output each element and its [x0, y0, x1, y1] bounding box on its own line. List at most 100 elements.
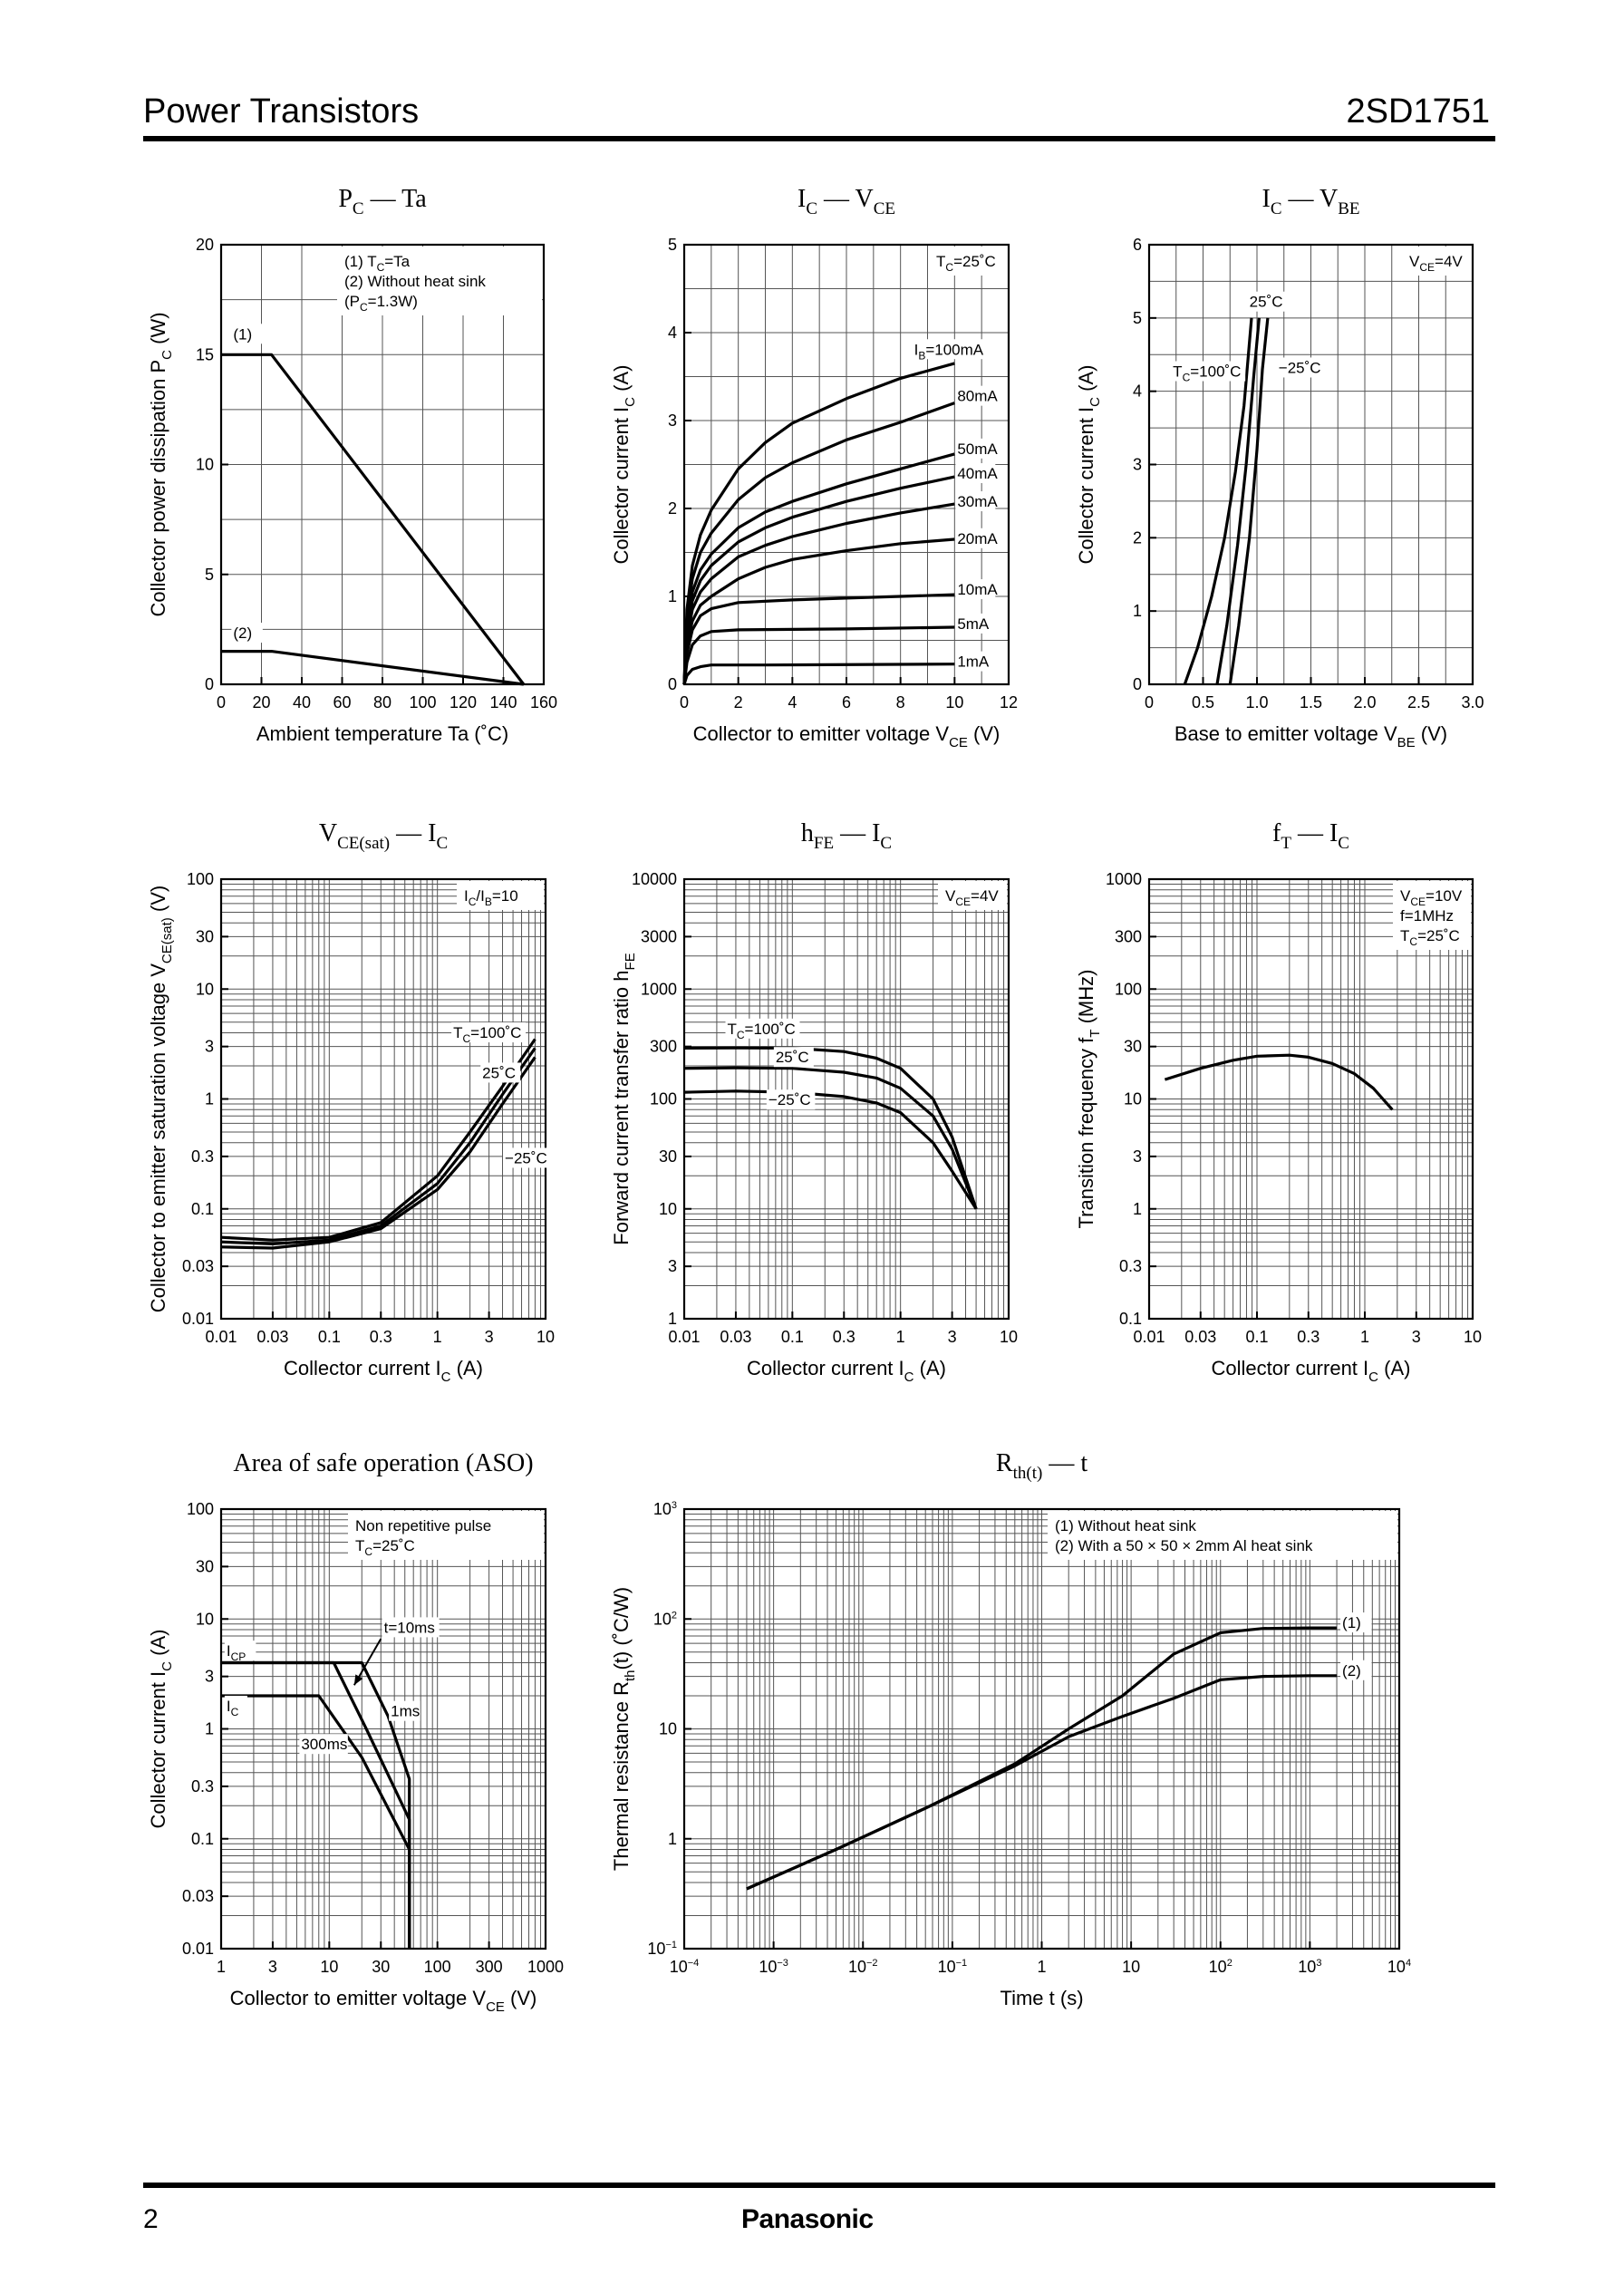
data-label-bg — [382, 1617, 440, 1638]
data-label-bg — [1340, 1660, 1372, 1680]
x-tick-label: 300 — [476, 1958, 503, 1976]
y-tick-label: 1000 — [1106, 870, 1142, 888]
data-label: 25˚C — [1250, 294, 1283, 311]
data-label: 1ms — [391, 1703, 420, 1720]
x-tick-label: 1000 — [527, 1958, 564, 1976]
y-tick-label: 3000 — [641, 927, 677, 945]
series-line — [221, 353, 526, 685]
legend-box — [1402, 247, 1471, 276]
y-tick-label: 10 — [1124, 1090, 1142, 1108]
data-label-bg — [955, 613, 987, 634]
y-tick-label: 1 — [1133, 1200, 1142, 1218]
x-tick-label: 10−4​ — [670, 1958, 700, 1976]
series-line — [683, 1066, 978, 1210]
legend-text: (1) Without heat sink — [1055, 1517, 1196, 1534]
x-tick-label: 102​ — [1209, 1958, 1232, 1976]
data-label-bg — [451, 1022, 527, 1043]
data-label-bg — [955, 438, 996, 459]
y-tick-label: 300 — [650, 1038, 677, 1056]
data-label: −25˚C — [505, 1149, 547, 1166]
legend-text: VCE​=4V — [1409, 253, 1463, 274]
x-tick-label: 140 — [489, 693, 517, 711]
legend-box — [938, 881, 1007, 910]
y-tick-label: 100 — [1115, 980, 1142, 998]
data-label: −25˚C — [768, 1091, 811, 1108]
data-label: (1) — [233, 325, 252, 343]
y-tick-label: 30 — [196, 1557, 214, 1575]
y-tick-label: 1000 — [641, 980, 677, 998]
x-tick-label: 10 — [1122, 1958, 1140, 1976]
x-tick-label: 0.03 — [256, 1328, 288, 1346]
series-line — [683, 1046, 978, 1210]
y-tick-label: 1 — [205, 1720, 214, 1738]
y-axis-label: Forward current transfer ratio hFE​ — [610, 953, 638, 1244]
y-tick-label: 30 — [659, 1147, 677, 1166]
data-label: 50mA — [957, 440, 998, 458]
series-line — [682, 593, 955, 685]
x-tick-label: 0.01 — [1133, 1328, 1165, 1346]
data-label-bg — [503, 1147, 552, 1168]
data-label-bg — [231, 623, 263, 644]
data-label-bg — [1247, 291, 1288, 312]
x-tick-label: 0 — [1145, 693, 1154, 711]
x-tick-label: 12 — [1000, 693, 1018, 711]
data-label-bg — [224, 1695, 247, 1716]
y-tick-label: 30 — [196, 927, 214, 945]
data-label-bg — [224, 1641, 256, 1661]
x-tick-label: 3 — [948, 1328, 957, 1346]
x-tick-label: 10−2​ — [848, 1958, 878, 1976]
x-tick-label: 0.1 — [781, 1328, 804, 1346]
y-tick-label: 0.1 — [191, 1830, 214, 1848]
x-tick-label: 3 — [1412, 1328, 1421, 1346]
data-label-bg — [955, 491, 996, 512]
y-axis-label: Collector current IC​ (A) — [610, 365, 638, 565]
data-label-bg — [955, 651, 987, 672]
x-tick-label: 10−1​ — [938, 1958, 968, 1976]
y-tick-label: 1 — [668, 1830, 677, 1848]
arrow-head — [353, 1674, 363, 1686]
series-line — [683, 1089, 978, 1210]
y-tick-label: 0.3 — [1119, 1257, 1142, 1275]
y-tick-label: 6 — [1133, 236, 1142, 254]
x-axis-label: Collector current IC​ (A) — [1212, 1357, 1411, 1385]
data-label-bg — [389, 1700, 420, 1721]
data-label-bg — [912, 339, 987, 360]
y-tick-label: 100 — [187, 870, 214, 888]
x-tick-label: 1.0 — [1245, 693, 1268, 711]
y-tick-label: 10 — [659, 1200, 677, 1218]
y-tick-label: 3 — [1133, 456, 1142, 474]
data-label: 25˚C — [776, 1049, 809, 1066]
data-label: 40mA — [957, 465, 998, 482]
series-line — [682, 362, 955, 685]
y-tick-label: 0.03 — [182, 1887, 214, 1905]
x-tick-label: 100 — [409, 693, 436, 711]
series-line — [682, 625, 955, 685]
x-tick-label: 0.3 — [370, 1328, 392, 1346]
series-line — [220, 1047, 536, 1245]
data-label: (1) — [1342, 1614, 1361, 1631]
x-tick-label: 0.1 — [1245, 1328, 1268, 1346]
y-axis-label: Collector power dissipation PC​ (W) — [147, 312, 175, 616]
x-tick-label: 10 — [320, 1958, 338, 1976]
data-label: (2) — [1342, 1662, 1361, 1679]
chart-title: PC​ — Ta — [338, 185, 427, 218]
data-label-bg — [231, 324, 263, 344]
data-label-bg — [955, 463, 996, 484]
x-tick-label: 0.01 — [668, 1328, 700, 1346]
legend-text: (1) TC​=Ta — [344, 253, 411, 274]
x-tick-label: 60 — [333, 693, 351, 711]
x-tick-label: 3 — [485, 1328, 494, 1346]
x-tick-label: 1 — [217, 1958, 226, 1976]
chart-title: VCE(sat)​ — IC​ — [319, 819, 448, 853]
x-tick-label: 104​ — [1387, 1958, 1411, 1976]
y-axis-label: Collector current IC​ (A) — [147, 1630, 175, 1829]
y-tick-label: 0.3 — [191, 1777, 214, 1796]
x-tick-label: 0.3 — [833, 1328, 856, 1346]
y-tick-label: 3 — [205, 1038, 214, 1056]
series-line — [221, 1694, 411, 1949]
y-tick-label: 0.03 — [182, 1257, 214, 1275]
series-line — [682, 502, 955, 685]
x-tick-label: 103​ — [1298, 1958, 1321, 1976]
header-left-title: Power Transistors — [143, 92, 420, 131]
series-line — [220, 1038, 536, 1242]
